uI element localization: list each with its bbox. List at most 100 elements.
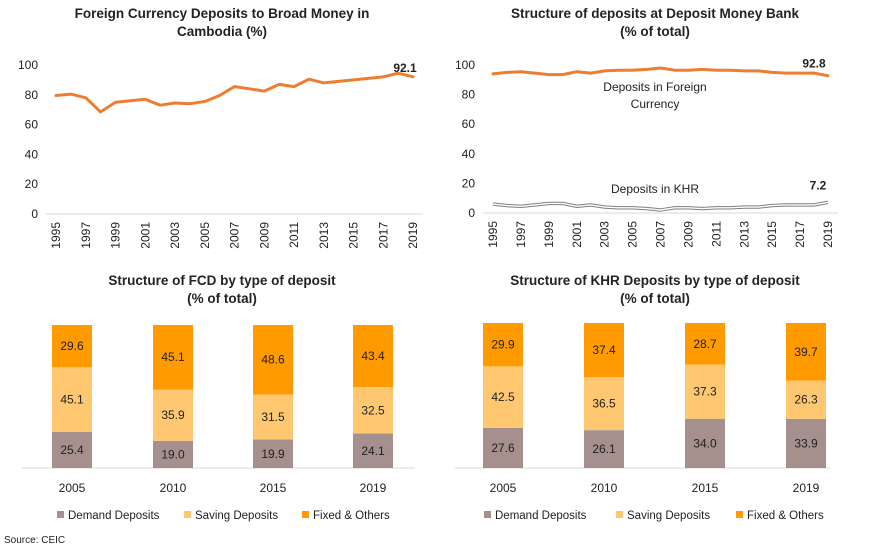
bar-segment [483, 323, 523, 367]
category-label: 2015 [692, 481, 719, 495]
legend-label: Demand Deposits [68, 510, 160, 522]
end-data-label: 7.2 [810, 178, 827, 192]
bar-value-label: 25.4 [60, 443, 84, 457]
category-label: 2015 [260, 481, 287, 495]
legend-swatch [57, 511, 64, 518]
series-name-label: Deposits in Foreign [603, 80, 706, 94]
category-label: 2019 [360, 481, 387, 495]
bar-segment [483, 366, 523, 428]
x-tick-label: 2007 [654, 221, 668, 248]
x-tick-label: 2003 [168, 222, 182, 249]
bar-value-label: 37.3 [693, 385, 717, 399]
x-tick-label: 1997 [514, 221, 528, 248]
x-tick-label: 2019 [821, 221, 835, 248]
chart-title: (% of total) [187, 291, 257, 306]
x-tick-label: 2003 [598, 221, 612, 248]
x-tick-label: 2009 [681, 221, 695, 248]
legend-label: Fixed & Others [747, 510, 824, 522]
bar-value-label: 45.1 [161, 350, 185, 364]
x-tick-label: 2017 [376, 222, 390, 249]
x-tick-label: 2015 [347, 222, 361, 249]
bar-value-label: 45.1 [60, 393, 84, 407]
series-name-label: Deposits in KHR [611, 182, 699, 196]
bar-segment [786, 323, 826, 381]
y-tick-label: 60 [462, 117, 476, 131]
source-note: Source: CEIC [4, 535, 66, 546]
x-tick-label: 1999 [109, 222, 123, 249]
bar-value-label: 19.0 [161, 447, 185, 461]
bar-segment [52, 325, 92, 368]
bar-segment [253, 394, 293, 440]
y-tick-label: 80 [25, 88, 39, 102]
bar-value-label: 39.7 [794, 345, 818, 359]
end-data-label: 92.1 [393, 61, 417, 75]
y-tick-label: 0 [468, 206, 475, 220]
bar-segment [584, 323, 624, 378]
bar-value-label: 32.5 [361, 403, 385, 417]
x-tick-label: 1995 [49, 222, 63, 249]
bar-segment [153, 440, 193, 468]
legend-label: Fixed & Others [313, 510, 390, 522]
y-tick-label: 20 [25, 177, 39, 191]
x-tick-label: 2009 [257, 222, 271, 249]
chart-title: Structure of KHR Deposits by type of dep… [510, 273, 800, 288]
bar-value-label: 29.6 [60, 339, 84, 353]
x-tick-label: 2013 [317, 222, 331, 249]
bar-segment [483, 427, 523, 468]
x-tick-label: 2005 [198, 222, 212, 249]
bar-segment [786, 380, 826, 419]
bar-value-label: 27.6 [491, 441, 515, 455]
bar-value-label: 26.1 [592, 442, 616, 456]
bar-segment [153, 325, 193, 390]
y-tick-label: 40 [462, 147, 476, 161]
bar-value-label: 29.9 [491, 338, 515, 352]
bar-segment [584, 430, 624, 468]
category-label: 2010 [160, 481, 187, 495]
chart-4: Structure of KHR Deposits by type of dep… [455, 273, 830, 522]
chart-title: Cambodia (%) [177, 24, 267, 39]
legend-label: Demand Deposits [495, 510, 587, 522]
bar-segment [786, 418, 826, 468]
bar-value-label: 34.0 [693, 436, 717, 450]
x-tick-label: 1999 [542, 221, 556, 248]
bar-segment [685, 323, 725, 365]
bar-segment [685, 364, 725, 419]
chart-title: (% of total) [620, 24, 690, 39]
y-tick-label: 40 [25, 147, 39, 161]
legend-label: Saving Deposits [627, 510, 710, 522]
legend-swatch [616, 511, 623, 518]
y-tick-label: 100 [18, 58, 38, 72]
bar-value-label: 33.9 [794, 436, 818, 450]
legend-swatch [484, 511, 491, 518]
legend-swatch [184, 511, 191, 518]
x-tick-label: 2019 [406, 222, 420, 249]
bar-value-label: 19.9 [261, 447, 285, 461]
y-tick-label: 60 [25, 118, 39, 132]
chart-title: (% of total) [620, 291, 690, 306]
x-tick-label: 2001 [570, 221, 584, 248]
series-line [491, 66, 830, 78]
end-data-label: 92.8 [802, 57, 826, 71]
bar-segment [253, 325, 293, 395]
bar-value-label: 26.3 [794, 393, 818, 407]
bar-value-label: 35.9 [161, 408, 185, 422]
x-tick-label: 2001 [138, 222, 152, 249]
bar-segment [52, 367, 92, 432]
bar-segment [253, 439, 293, 468]
chart-2: Structure of deposits at Deposit Money B… [455, 6, 838, 248]
chart-1: Foreign Currency Deposits to Broad Money… [18, 6, 423, 249]
chart-title: Foreign Currency Deposits to Broad Money… [75, 6, 370, 21]
x-tick-label: 2015 [765, 221, 779, 248]
y-tick-label: 20 [462, 176, 476, 190]
x-tick-label: 2011 [709, 221, 723, 247]
category-label: 2005 [490, 481, 517, 495]
y-tick-label: 80 [462, 88, 476, 102]
x-tick-label: 1995 [486, 221, 500, 248]
series-line [54, 71, 415, 114]
bar-segment [353, 433, 393, 468]
bar-segment [153, 389, 193, 441]
bar-segment [353, 325, 393, 388]
x-tick-label: 1997 [79, 222, 93, 249]
bar-value-label: 31.5 [261, 410, 285, 424]
bar-segment [353, 387, 393, 434]
